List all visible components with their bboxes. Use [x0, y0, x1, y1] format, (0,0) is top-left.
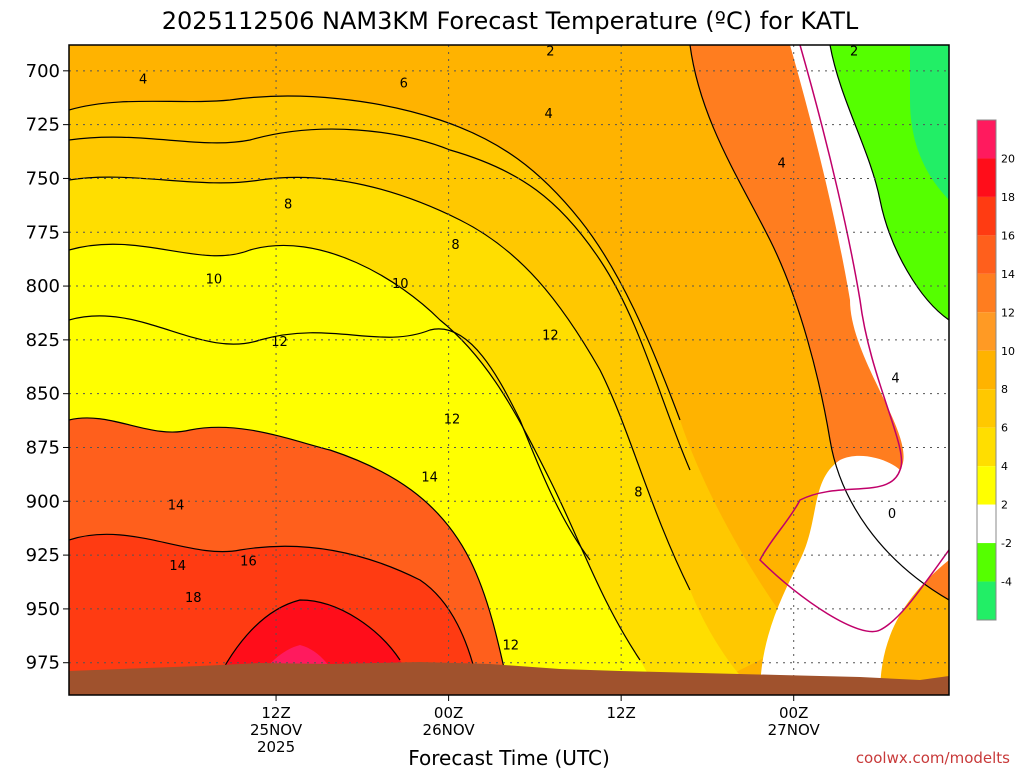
x-tick-label: 27NOV	[768, 721, 821, 739]
plot-area: 2 2 4 4 4 4 6 8 8 8 10 10 12 12 12 12 14 14 14 16 18 0	[68, 44, 950, 696]
contour-label: 14	[168, 499, 185, 514]
x-tick-label: 12Z	[606, 704, 635, 722]
contour-line-0	[759, 45, 949, 633]
contour-line-18	[209, 599, 401, 695]
contour-label: 10	[392, 277, 409, 292]
contour-label: 18	[185, 591, 202, 606]
colorbar-tick-label: 18	[1001, 191, 1015, 204]
colorbar-frame	[976, 119, 997, 621]
ground-surface	[69, 662, 949, 695]
colorbar-tick-label: 4	[1001, 460, 1008, 473]
contour-line-4	[69, 176, 691, 591]
contour-label: 2	[850, 44, 858, 59]
y-tick-label: 700	[26, 61, 60, 82]
y-tick-label: 975	[26, 653, 60, 674]
y-tick-label: 775	[26, 222, 60, 243]
y-tick-label: 875	[26, 437, 60, 458]
contour-line-16	[69, 533, 481, 695]
ground-fill	[69, 662, 949, 695]
x-tick-label: 00Z	[434, 704, 463, 722]
contour-label: 16	[240, 555, 257, 570]
contour-label: 12	[502, 638, 519, 653]
colorbar-tick-label: 12	[1001, 306, 1015, 319]
x-tick-label: 12Z	[261, 704, 290, 722]
contour-label: 12	[271, 335, 288, 350]
contour-label: 12	[542, 329, 559, 344]
contour-line-14	[69, 417, 511, 695]
contour-label: 6	[400, 77, 408, 92]
colorbar-tick-label: 14	[1001, 268, 1015, 281]
colorbar-swatch	[977, 273, 996, 313]
colorbar-tick-label: 2	[1001, 499, 1008, 512]
band-minus6-minus4	[910, 45, 949, 200]
contour-label: 8	[634, 486, 642, 501]
y-tick-label: 900	[26, 491, 60, 512]
contour-label: 4	[139, 72, 147, 87]
contour-label: 12	[444, 413, 461, 428]
contour-line-8	[69, 128, 691, 471]
y-axis-ticks: 700 725 750 775 800 825 850 875 900 925 950 975	[26, 61, 69, 674]
contour-label: 10	[206, 273, 223, 288]
x-axis-label: Forecast Time (UTC)	[408, 746, 610, 768]
colorbar-swatch	[977, 427, 996, 467]
y-tick-label: 850	[26, 384, 60, 405]
contour-label: 4	[777, 156, 785, 171]
colorbar-swatch	[977, 235, 996, 274]
credit-link[interactable]: coolwx.com/modelts	[856, 749, 1010, 767]
y-tick-label: 950	[26, 599, 60, 620]
colorbar-swatch	[977, 389, 996, 428]
y-tick-label: 925	[26, 545, 60, 566]
x-tick-label: 00Z	[779, 704, 808, 722]
colorbar-tick-label: 20	[1001, 152, 1015, 165]
colorbar-swatch	[977, 312, 996, 351]
colorbar-swatch	[977, 543, 996, 582]
colorbar-swatch	[977, 158, 996, 197]
contour-label: 8	[451, 238, 459, 253]
contour-label: 14	[169, 559, 186, 574]
colorbar-tick-label: -2	[1001, 537, 1012, 550]
x-tick-label: 25NOV	[250, 721, 303, 739]
chart-title: 2025112506 NAM3KM Forecast Temperature (…	[162, 7, 859, 35]
contour-label: 14	[421, 471, 438, 486]
colorbar-swatch	[977, 581, 996, 620]
colorbar-swatch	[977, 504, 996, 544]
contour-line-12	[69, 243, 641, 661]
x-tick-label: 26NOV	[423, 721, 476, 739]
contour-label: 4	[891, 372, 899, 387]
contour-line-2	[689, 45, 949, 601]
y-tick-label: 800	[26, 276, 60, 297]
contour-labels: 2 2 4 4 4 4 6 8 8 8 10 10 12 12 12 12 14 14 14 16 18 0	[139, 44, 900, 653]
colorbar-tick-label: 10	[1001, 345, 1015, 358]
x-tick-label: 2025	[257, 738, 295, 756]
colorbar-swatch	[977, 120, 996, 159]
y-tick-label: 725	[26, 115, 60, 136]
colorbar-swatch	[977, 350, 996, 390]
colorbar-tick-label: 8	[1001, 383, 1008, 396]
plot-frame	[68, 44, 950, 696]
colorbar-swatch	[977, 466, 996, 505]
contour-label: 2	[546, 44, 554, 59]
y-tick-label: 750	[26, 168, 60, 189]
colorbar: 20 18 16 14 12 10 8 6 4 2 -2 -4	[976, 119, 1015, 621]
contour-line-10	[69, 315, 591, 561]
colorbar-swatch	[977, 196, 996, 236]
colorbar-tick-label: 6	[1001, 422, 1008, 435]
contour-label: 4	[545, 107, 553, 122]
contour-lines	[69, 45, 949, 695]
contour-label: 8	[284, 197, 292, 212]
colorbar-tick-label: -4	[1001, 576, 1012, 589]
contour-line-minus2	[829, 45, 949, 321]
contour-label: 0	[888, 507, 896, 522]
colorbar-tick-label: 16	[1001, 229, 1015, 242]
y-tick-label: 825	[26, 330, 60, 351]
